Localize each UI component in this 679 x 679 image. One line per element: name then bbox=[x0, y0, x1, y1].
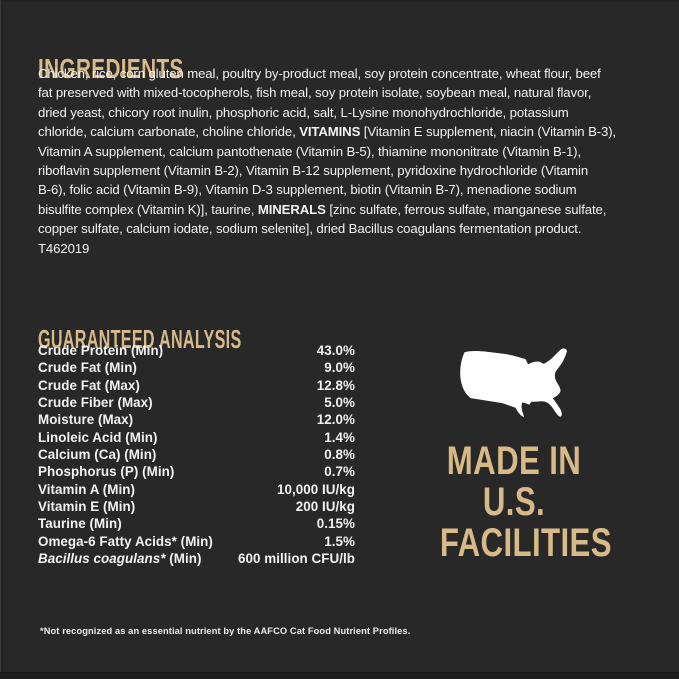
scan-edge-left-shadow bbox=[1, 0, 3, 679]
analysis-row-label: Vitamin A (Min) bbox=[38, 481, 135, 497]
analysis-row: Phosphorus (P) (Min) 0.7% bbox=[38, 463, 355, 480]
guaranteed-analysis-table: Crude Protein (Min) 43.0% Crude Fat (Min) 9… bbox=[38, 342, 355, 567]
analysis-row-value: 600 million CFU/lb bbox=[238, 551, 355, 567]
scan-edge-bottom-strip bbox=[0, 672, 679, 679]
ingredients-line: Chicken, rice, corn gluten meal, poultry… bbox=[38, 66, 601, 81]
analysis-row-value: 0.8% bbox=[324, 447, 355, 463]
analysis-row-value: 12.0% bbox=[316, 412, 355, 428]
analysis-row: Taurine (Min) 0.15% bbox=[38, 515, 355, 532]
ingredients-line: copper sulfate, calcium iodate, sodium s… bbox=[38, 221, 582, 237]
ingredients-line: T462019 bbox=[38, 240, 90, 256]
analysis-row: Vitamin A (Min) 10,000 IU/kg bbox=[38, 481, 355, 498]
analysis-row-label: Phosphorus (P) (Min) bbox=[38, 464, 175, 480]
ingredients-line: riboflavin supplement (Vitamin B-2), Vit… bbox=[38, 162, 589, 178]
ingredients-line: Vitamin A supplement, calcium pantothena… bbox=[38, 143, 581, 159]
analysis-row-value: 5.0% bbox=[324, 395, 355, 411]
aafco-footnote: *Not recognized as an essential nutrient… bbox=[40, 626, 411, 636]
analysis-row-value: 1.4% bbox=[324, 429, 355, 445]
ingredients-line: fat preserved with mixed-tocopherols, fi… bbox=[38, 85, 592, 101]
analysis-row-label: Calcium (Ca) (Min) bbox=[38, 447, 157, 463]
made-in-us-facilities-block: MADE IN U.S. FACILITIES bbox=[419, 345, 612, 565]
analysis-row-value: 200 IU/kg bbox=[295, 499, 355, 515]
analysis-row-label: Linoleic Acid (Min) bbox=[38, 429, 158, 445]
analysis-row-value: 1.5% bbox=[324, 533, 355, 549]
made-in-line: MADE IN bbox=[446, 439, 582, 483]
analysis-row-value: 0.15% bbox=[316, 516, 355, 532]
analysis-row-label: Crude Protein (Min) bbox=[38, 343, 164, 358]
analysis-row-value: 43.0% bbox=[316, 343, 355, 358]
analysis-row-label: Bacillus coagulans* (Min) bbox=[38, 551, 202, 567]
ingredients-line: chloride, calcium carbonate, choline chl… bbox=[38, 124, 617, 140]
ingredients-heading: INGREDIENTS bbox=[38, 52, 184, 84]
analysis-row-value: 0.7% bbox=[324, 464, 355, 480]
analysis-row-label: Vitamin E (Min) bbox=[38, 499, 136, 515]
ingredients-line: bisulfite complex (Vitamin K)], taurine,… bbox=[38, 201, 607, 217]
analysis-row: Moisture (Max) 12.0% bbox=[38, 411, 355, 428]
analysis-row-label: Crude Fat (Max) bbox=[38, 377, 140, 393]
made-in-line: U.S. bbox=[482, 480, 546, 524]
analysis-row: Crude Fiber (Max) 5.0% bbox=[38, 394, 355, 411]
scan-edge-left-highlight bbox=[0, 0, 1, 679]
analysis-row: Bacillus coagulans* (Min) 600 million CFU… bbox=[38, 550, 355, 567]
analysis-row-label: Taurine (Min) bbox=[38, 516, 122, 532]
analysis-row-label: Crude Fat (Min) bbox=[38, 360, 137, 376]
ingredients-text: Chicken, rice, corn gluten meal, poultry… bbox=[38, 64, 616, 258]
made-in-line: FACILITIES bbox=[439, 521, 612, 565]
ingredients-line: B-6), folic acid (Vitamin B-9), Vitamin … bbox=[38, 182, 577, 198]
analysis-row-value: 9.0% bbox=[324, 360, 355, 376]
analysis-row-label: Crude Fiber (Max) bbox=[38, 395, 153, 411]
analysis-row: Crude Protein (Min) 43.0% bbox=[38, 342, 355, 359]
scan-edge-top bbox=[0, 0, 679, 2]
guaranteed-analysis-heading: GUARANTEED ANALYSIS bbox=[38, 324, 242, 355]
analysis-row-value: 10,000 IU/kg bbox=[276, 481, 355, 497]
analysis-row-label: Moisture (Max) bbox=[38, 412, 134, 428]
usa-map-icon bbox=[460, 348, 567, 418]
analysis-row-label: Omega-6 Fatty Acids* (Min) bbox=[38, 533, 213, 549]
analysis-row: Linoleic Acid (Min) 1.4% bbox=[38, 429, 355, 446]
ingredients-line: dried yeast, chicory root inulin, phosph… bbox=[38, 104, 569, 120]
analysis-row: Omega-6 Fatty Acids* (Min) 1.5% bbox=[38, 533, 355, 550]
analysis-row: Calcium (Ca) (Min) 0.8% bbox=[38, 446, 355, 463]
analysis-row: Crude Fat (Min) 9.0% bbox=[38, 359, 355, 376]
analysis-row: Crude Fat (Max) 12.8% bbox=[38, 377, 355, 394]
analysis-row-value: 12.8% bbox=[316, 377, 355, 393]
made-in-us-facilities-text: MADE IN U.S. FACILITIES bbox=[419, 439, 612, 565]
analysis-row: Vitamin E (Min) 200 IU/kg bbox=[38, 498, 355, 515]
